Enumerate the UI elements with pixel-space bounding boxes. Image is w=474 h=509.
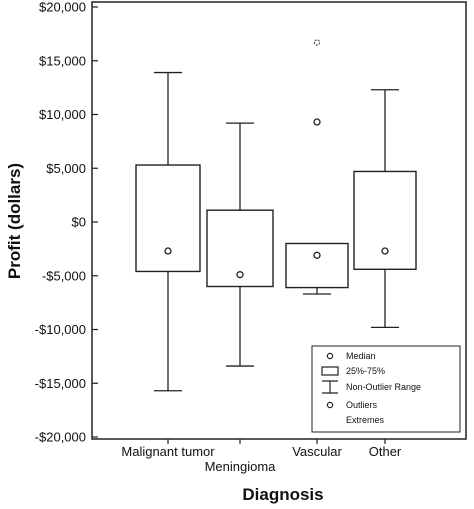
y-axis-title: Profit (dollars) xyxy=(5,163,24,279)
y-tick-label: -$15,000 xyxy=(35,376,86,391)
x-category-label: Vascular xyxy=(292,444,342,459)
y-tick-label: $10,000 xyxy=(39,107,86,122)
iqr-box xyxy=(285,242,349,289)
x-category-label: Other xyxy=(369,444,402,459)
y-tick-label: $0 xyxy=(72,215,86,230)
median-marker xyxy=(164,247,172,255)
iqr-box xyxy=(135,164,201,273)
y-tick-label: -$5,000 xyxy=(42,268,86,283)
box-group xyxy=(206,122,274,367)
legend-outlier-label: Outliers xyxy=(346,400,378,410)
x-axis-title: Diagnosis xyxy=(242,485,323,504)
x-category-label: Malignant tumor xyxy=(121,444,215,459)
y-tick-label: $20,000 xyxy=(39,0,86,15)
plot-frame xyxy=(91,1,467,440)
legend-outlier-marker xyxy=(326,401,334,409)
box-group xyxy=(353,89,417,329)
y-tick-label: $5,000 xyxy=(46,161,86,176)
legend-extreme-label: Extremes xyxy=(346,415,385,425)
box-group xyxy=(135,71,201,392)
legend-median-marker xyxy=(326,352,334,360)
outlier-point xyxy=(313,118,321,126)
y-tick-label: -$20,000 xyxy=(35,430,86,445)
legend-whisker-label: Non-Outlier Range xyxy=(346,382,421,392)
x-category-label: Meningioma xyxy=(205,459,277,474)
box-group xyxy=(285,39,349,295)
legend: Median 25%-75% Non-Outlier Range Outlier… xyxy=(311,345,461,433)
median-marker xyxy=(381,247,389,255)
median-marker xyxy=(236,271,244,279)
legend-box-label: 25%-75% xyxy=(346,366,385,376)
y-tick-label: -$10,000 xyxy=(35,322,86,337)
y-tick-label: $15,000 xyxy=(39,53,86,68)
legend-whisker-marker xyxy=(322,380,338,394)
legend-median-label: Median xyxy=(346,351,376,361)
extreme-point xyxy=(313,39,321,46)
legend-frame xyxy=(311,345,461,433)
legend-box-marker xyxy=(321,366,339,376)
median-marker xyxy=(313,251,321,259)
y-axis: $20,000 $15,000 $10,000 $5,000 $0 -$5,000 -$10… xyxy=(35,0,98,445)
box-series xyxy=(135,39,417,392)
